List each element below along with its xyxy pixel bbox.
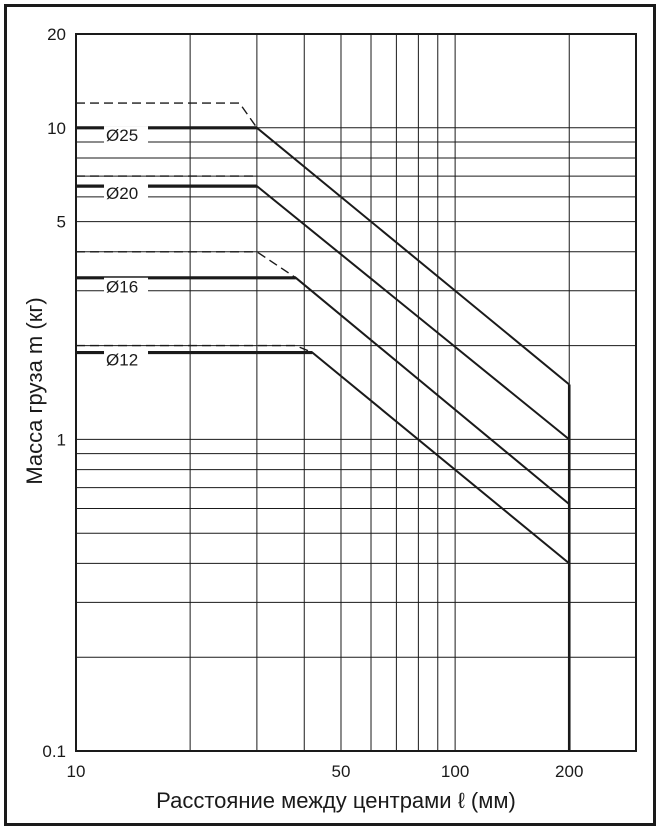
x-tick-label: 200: [555, 762, 583, 781]
series-solid-line: [76, 351, 570, 565]
plot-border: [75, 33, 637, 752]
series-label: Ø20: [106, 184, 138, 203]
series-label: Ø16: [106, 278, 138, 297]
tick-labels: 10 50 100 200 0.1 1 5 10 20: [42, 25, 583, 781]
y-axis-title: Масса груза m (кг): [22, 297, 47, 484]
series-dashed-line: [76, 102, 258, 129]
series-0: Ø25: [76, 102, 570, 386]
x-axis-title: Расстояние между центрами ℓ (мм): [156, 788, 516, 813]
x-tick-label: 50: [332, 762, 351, 781]
series-solid-line: [76, 185, 570, 441]
series-dashed-line: [76, 251, 297, 279]
series-solid-line: [76, 276, 570, 505]
x-tick-label: 100: [441, 762, 469, 781]
series-dashed-line: [76, 344, 313, 354]
series-label-bg: [104, 183, 149, 203]
series-3: Ø12: [76, 344, 570, 565]
series-group: Ø25 Ø20 Ø16 Ø12: [76, 102, 571, 751]
series-label-bg: [104, 126, 149, 146]
y-tick-label: 1: [57, 430, 66, 449]
series-label: Ø12: [106, 351, 138, 370]
y-tick-label: 0.1: [42, 742, 66, 761]
series-1: Ø20: [76, 175, 570, 441]
series-label: Ø25: [106, 126, 138, 145]
x-tick-label: 10: [67, 762, 86, 781]
y-tick-label: 20: [47, 25, 66, 44]
chart-frame: [4, 4, 656, 826]
series-label-bg: [104, 277, 149, 297]
series-2: Ø16: [76, 251, 570, 505]
y-tick-label: 10: [47, 119, 66, 138]
y-tick-label: 5: [57, 213, 66, 232]
series-label-bg: [104, 350, 149, 370]
grid: [76, 34, 636, 751]
